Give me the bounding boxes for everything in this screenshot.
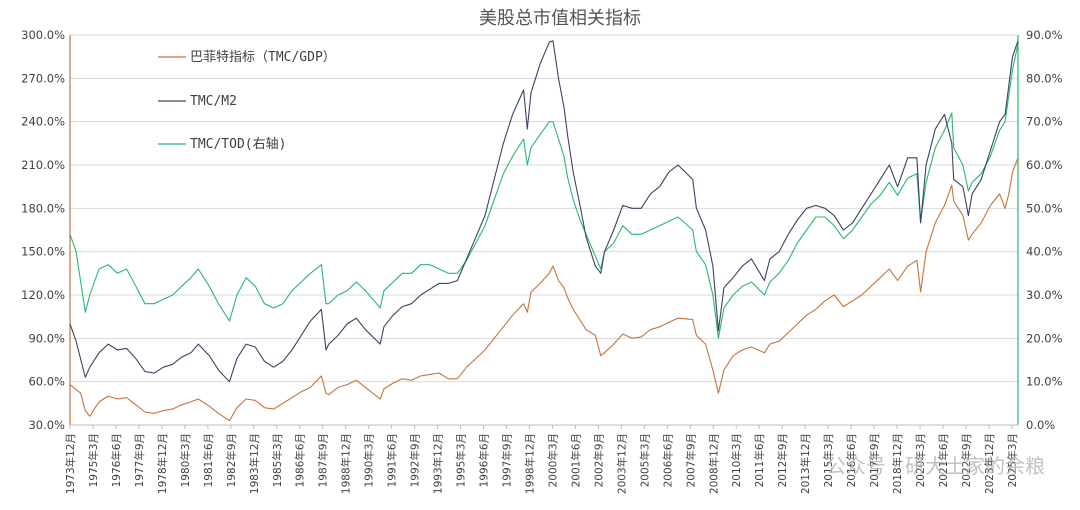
x-tick-label: 2008年12月 [707, 433, 720, 494]
x-tick-label: 2021年6月 [937, 433, 950, 487]
x-tick-label: 2015年3月 [822, 433, 835, 487]
x-tick-label: 1980年3月 [179, 433, 192, 487]
x-tick-label: 2005年3月 [638, 433, 651, 487]
y-tick-label-left: 90.0% [28, 331, 65, 345]
x-tick-label: 2023年12月 [983, 433, 996, 494]
y-tick-label-right: 40.0% [1026, 245, 1063, 259]
series-lines [69, 40, 1019, 422]
x-tick-label: 1985年3月 [271, 433, 284, 487]
x-tick-label: 2006年6月 [661, 433, 674, 487]
x-tick-label: 2000年3月 [546, 433, 559, 487]
x-tick-label: 1976年6月 [110, 433, 123, 487]
series-line-tmc-tod [69, 43, 1019, 339]
x-tick-label: 1981年6月 [202, 433, 215, 487]
y-tick-label-right: 60.0% [1026, 158, 1063, 172]
x-tick-label: 2018年12月 [891, 433, 904, 494]
x-tick-label: 2020年3月 [914, 433, 927, 487]
x-tick-label: 1988年12月 [340, 433, 353, 494]
x-tick-label: 1982年9月 [225, 433, 238, 487]
y-tick-label-right: 30.0% [1026, 288, 1063, 302]
x-tick-label: 1991年6月 [386, 433, 399, 487]
x-tick-label: 1987年9月 [317, 433, 330, 487]
y-tick-label-left: 60.0% [28, 375, 65, 389]
x-tick-label: 1977年9月 [133, 433, 146, 487]
x-tick-label: 1986年6月 [294, 433, 307, 487]
y-tick-label-right: 90.0% [1026, 28, 1063, 42]
watermark: 公众号 · 研大土家的余粮 [826, 454, 1045, 478]
y-tick-label-left: 240.0% [21, 115, 65, 129]
x-tick-label: 1983年12月 [248, 433, 261, 494]
y-tick-label-left: 120.0% [21, 288, 65, 302]
y-axis-right-ticks: 0.0% 10.0% 20.0% 30.0% 40.0% 50.0% 60.0% 70.0% 8… [1026, 28, 1063, 432]
y-axis-left-ticks: 30.0% 60.0% 90.0% 120.0% 150.0% 180.0% 210.0% 2… [21, 28, 65, 432]
x-tick-label: 1992年9月 [409, 433, 422, 487]
x-tick-label: 2017年9月 [868, 433, 881, 487]
x-tick-label: 1973年12月 [64, 433, 77, 494]
x-tick-label: 1998年12月 [523, 433, 536, 494]
x-tick-label: 2016年6月 [845, 433, 858, 487]
x-tick-label: 2007年9月 [684, 433, 697, 487]
y-tick-label-right: 10.0% [1026, 375, 1063, 389]
x-tick-label: 1975年3月 [87, 433, 100, 487]
x-tick-label: 2002年9月 [592, 433, 605, 487]
x-tick-label: 1997年9月 [501, 433, 514, 487]
y-tick-label-left: 150.0% [21, 245, 65, 259]
legend-label-tmc-tod: TMC/TOD(右轴) [190, 137, 286, 152]
x-tick-label: 1996年6月 [478, 433, 491, 487]
axes [69, 35, 1019, 426]
x-tick-label: 2010年3月 [730, 433, 743, 487]
y-tick-label-left: 300.0% [21, 28, 65, 42]
series-line-buffett-indicator [69, 157, 1019, 422]
x-tick-label: 1978年12月 [156, 433, 169, 494]
legend-label-buffett: 巴菲特指标（TMC/GDP） [190, 50, 336, 65]
y-tick-label-right: 70.0% [1026, 115, 1063, 129]
x-tick-label: 2003年12月 [615, 433, 628, 494]
x-tick-label: 2011年6月 [753, 433, 766, 487]
x-axis-ticks: 1973年12月 1975年3月 1976年6月 1977年9月 1978年12月 198… [64, 425, 1019, 494]
x-tick-label: 2001年6月 [569, 433, 582, 487]
y-tick-label-left: 270.0% [21, 71, 65, 85]
y-tick-label-right: 20.0% [1026, 331, 1063, 345]
y-tick-label-right: 50.0% [1026, 201, 1063, 215]
x-tick-label: 1995年3月 [455, 433, 468, 487]
y-tick-label-left: 30.0% [28, 418, 65, 432]
y-tick-label-right: 0.0% [1026, 418, 1055, 432]
chart-title: 美股总市值相关指标 [479, 8, 641, 29]
x-tick-label: 2025年3月 [1006, 433, 1019, 487]
y-tick-label-left: 210.0% [21, 158, 65, 172]
y-tick-label-right: 80.0% [1026, 71, 1063, 85]
legend: 巴菲特指标（TMC/GDP） TMC/M2 TMC/TOD(右轴) [158, 50, 336, 152]
x-tick-label: 2012年9月 [776, 433, 789, 487]
x-tick-label: 1993年12月 [432, 433, 445, 494]
x-tick-label: 1990年3月 [363, 433, 376, 487]
legend-label-tmc-m2: TMC/M2 [190, 94, 237, 109]
y-tick-label-left: 180.0% [21, 201, 65, 215]
x-tick-label: 2013年12月 [799, 433, 812, 494]
series-line-tmc-m2 [69, 40, 1019, 383]
gridlines [70, 34, 1018, 426]
x-tick-label: 2022年9月 [960, 433, 973, 487]
